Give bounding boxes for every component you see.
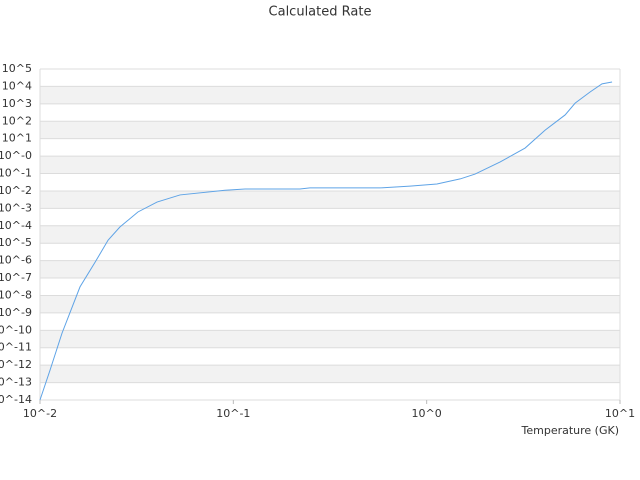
- x-tick-label: 10^1: [605, 407, 635, 420]
- x-tick-label: 10^-1: [216, 407, 250, 420]
- y-tick-label: 10^-7: [0, 271, 32, 284]
- y-tick-label: 10^1: [2, 132, 32, 145]
- x-tick-label: 10^-2: [23, 407, 57, 420]
- grid-band: [40, 121, 620, 139]
- y-tick-label: 10^-10: [0, 323, 32, 336]
- y-tick-label: 10^-3: [0, 201, 32, 214]
- y-tick-label: 10^2: [2, 114, 32, 127]
- y-tick-label: 10^-13: [0, 376, 32, 389]
- data-line: [39, 81, 613, 401]
- grid-band: [40, 190, 620, 209]
- y-tick-label: 10^-5: [0, 236, 32, 249]
- grid-band: [40, 330, 620, 348]
- grid-band: [40, 156, 620, 174]
- y-tick-label: 10^-12: [0, 358, 32, 371]
- grid-band: [40, 86, 620, 104]
- y-tick-label: 10^-14: [0, 393, 32, 406]
- x-axis-label: Temperature (GK): [521, 424, 620, 437]
- x-tick-label: 10^0: [412, 407, 442, 420]
- y-tick-label: 10^-11: [0, 341, 32, 354]
- y-tick-label: 10^-2: [0, 184, 32, 197]
- y-tick-label: 10^5: [2, 62, 32, 75]
- y-tick-label: 10^-9: [0, 306, 32, 319]
- y-tick-label: 10^-6: [0, 254, 32, 267]
- grid-band: [40, 225, 620, 244]
- grid-band: [40, 365, 620, 383]
- chart-title: Calculated Rate: [269, 5, 372, 20]
- y-tick-label: 10^3: [2, 97, 32, 110]
- y-tick-label: 10^-0: [0, 149, 32, 162]
- y-tick-label: 10^4: [2, 79, 32, 92]
- grid-bands: [40, 86, 620, 383]
- grid-band: [40, 295, 620, 313]
- y-tick-label: 10^-8: [0, 288, 32, 301]
- y-tick-label: 10^-4: [0, 219, 32, 232]
- grid-band: [40, 260, 620, 279]
- y-tick-label: 10^-1: [0, 167, 32, 180]
